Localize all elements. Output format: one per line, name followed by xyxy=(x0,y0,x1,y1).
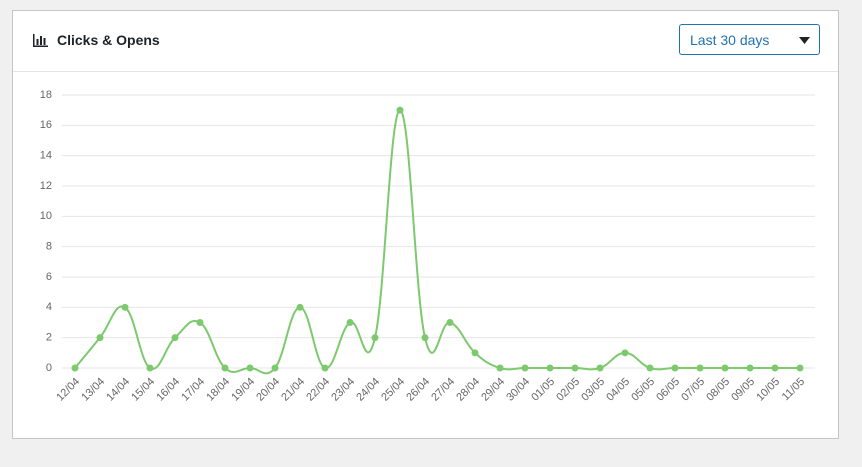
data-point xyxy=(146,364,154,372)
x-tick-label: 16/04 xyxy=(154,376,182,404)
x-tick-label: 17/04 xyxy=(179,376,207,404)
range-label: Last 30 days xyxy=(690,32,770,48)
data-point xyxy=(546,364,554,372)
data-point xyxy=(246,364,254,372)
x-tick-label: 30/04 xyxy=(504,376,532,404)
y-tick-label: 10 xyxy=(40,210,52,222)
x-tick-label: 01/05 xyxy=(529,376,557,404)
x-tick-label: 27/04 xyxy=(429,376,457,404)
y-tick-label: 12 xyxy=(40,180,52,192)
y-tick-label: 6 xyxy=(46,271,52,283)
x-tick-label: 26/04 xyxy=(404,376,432,404)
y-tick-label: 14 xyxy=(40,150,52,162)
data-point xyxy=(171,334,179,342)
data-point xyxy=(321,364,329,372)
data-point xyxy=(596,364,604,372)
data-point xyxy=(121,303,129,311)
data-point xyxy=(696,364,704,372)
y-tick-label: 2 xyxy=(46,332,52,344)
data-point xyxy=(96,334,104,342)
x-tick-label: 13/04 xyxy=(79,376,107,404)
widget-header: Clicks & Opens Last 30 days xyxy=(13,11,838,72)
x-tick-label: 21/04 xyxy=(279,376,307,404)
y-tick-label: 8 xyxy=(46,241,52,253)
x-tick-label: 23/04 xyxy=(329,376,357,404)
data-point xyxy=(221,364,229,372)
data-point xyxy=(296,303,304,311)
data-point xyxy=(396,106,404,114)
y-tick-label: 4 xyxy=(46,301,52,313)
dropdown-arrow xyxy=(799,37,810,44)
x-tick-label: 06/05 xyxy=(654,376,682,404)
x-tick-label: 18/04 xyxy=(204,376,232,404)
data-point xyxy=(271,364,279,372)
data-point xyxy=(646,364,654,372)
x-tick-label: 29/04 xyxy=(479,376,507,404)
chart-icon xyxy=(33,34,48,47)
x-tick-label: 07/05 xyxy=(679,376,707,404)
data-line xyxy=(74,109,800,375)
x-tick-label: 22/04 xyxy=(304,376,332,404)
data-point xyxy=(371,334,379,342)
data-point xyxy=(446,319,454,326)
data-point xyxy=(621,349,629,357)
x-tick-label: 02/05 xyxy=(554,376,582,404)
data-point xyxy=(521,364,529,372)
range-select[interactable]: Last 30 days xyxy=(679,24,820,55)
x-tick-label: 09/05 xyxy=(729,376,757,404)
x-tick-label: 28/04 xyxy=(454,376,482,404)
data-point xyxy=(571,364,579,372)
y-tick-label: 18 xyxy=(40,89,52,101)
x-tick-label: 04/05 xyxy=(604,376,632,404)
data-point xyxy=(471,349,479,357)
x-tick-label: 25/04 xyxy=(379,376,407,404)
data-point xyxy=(671,364,679,372)
x-tick-label: 10/05 xyxy=(754,376,782,404)
x-tick-label: 08/05 xyxy=(704,376,732,404)
data-point xyxy=(796,364,804,372)
data-point xyxy=(496,364,504,372)
data-point xyxy=(746,364,754,372)
x-tick-label: 14/04 xyxy=(104,376,132,404)
x-tick-label: 03/05 xyxy=(579,376,607,404)
data-point xyxy=(771,364,779,372)
data-point xyxy=(346,319,354,326)
data-point xyxy=(721,364,729,372)
x-tick-label: 11/05 xyxy=(780,376,807,403)
x-tick-label: 15/04 xyxy=(129,376,157,404)
x-tick-label: 05/05 xyxy=(629,376,657,404)
x-tick-label: 19/04 xyxy=(229,376,257,404)
data-point xyxy=(71,364,79,372)
y-tick-label: 16 xyxy=(40,119,52,131)
x-tick-label: 20/04 xyxy=(254,376,282,404)
x-tick-label: 24/04 xyxy=(354,376,382,404)
x-tick-label: 12/04 xyxy=(54,376,82,404)
data-point xyxy=(421,334,429,342)
widget-title: Clicks & Opens xyxy=(57,32,160,48)
y-tick-label: 0 xyxy=(46,362,52,374)
data-point xyxy=(196,319,204,326)
